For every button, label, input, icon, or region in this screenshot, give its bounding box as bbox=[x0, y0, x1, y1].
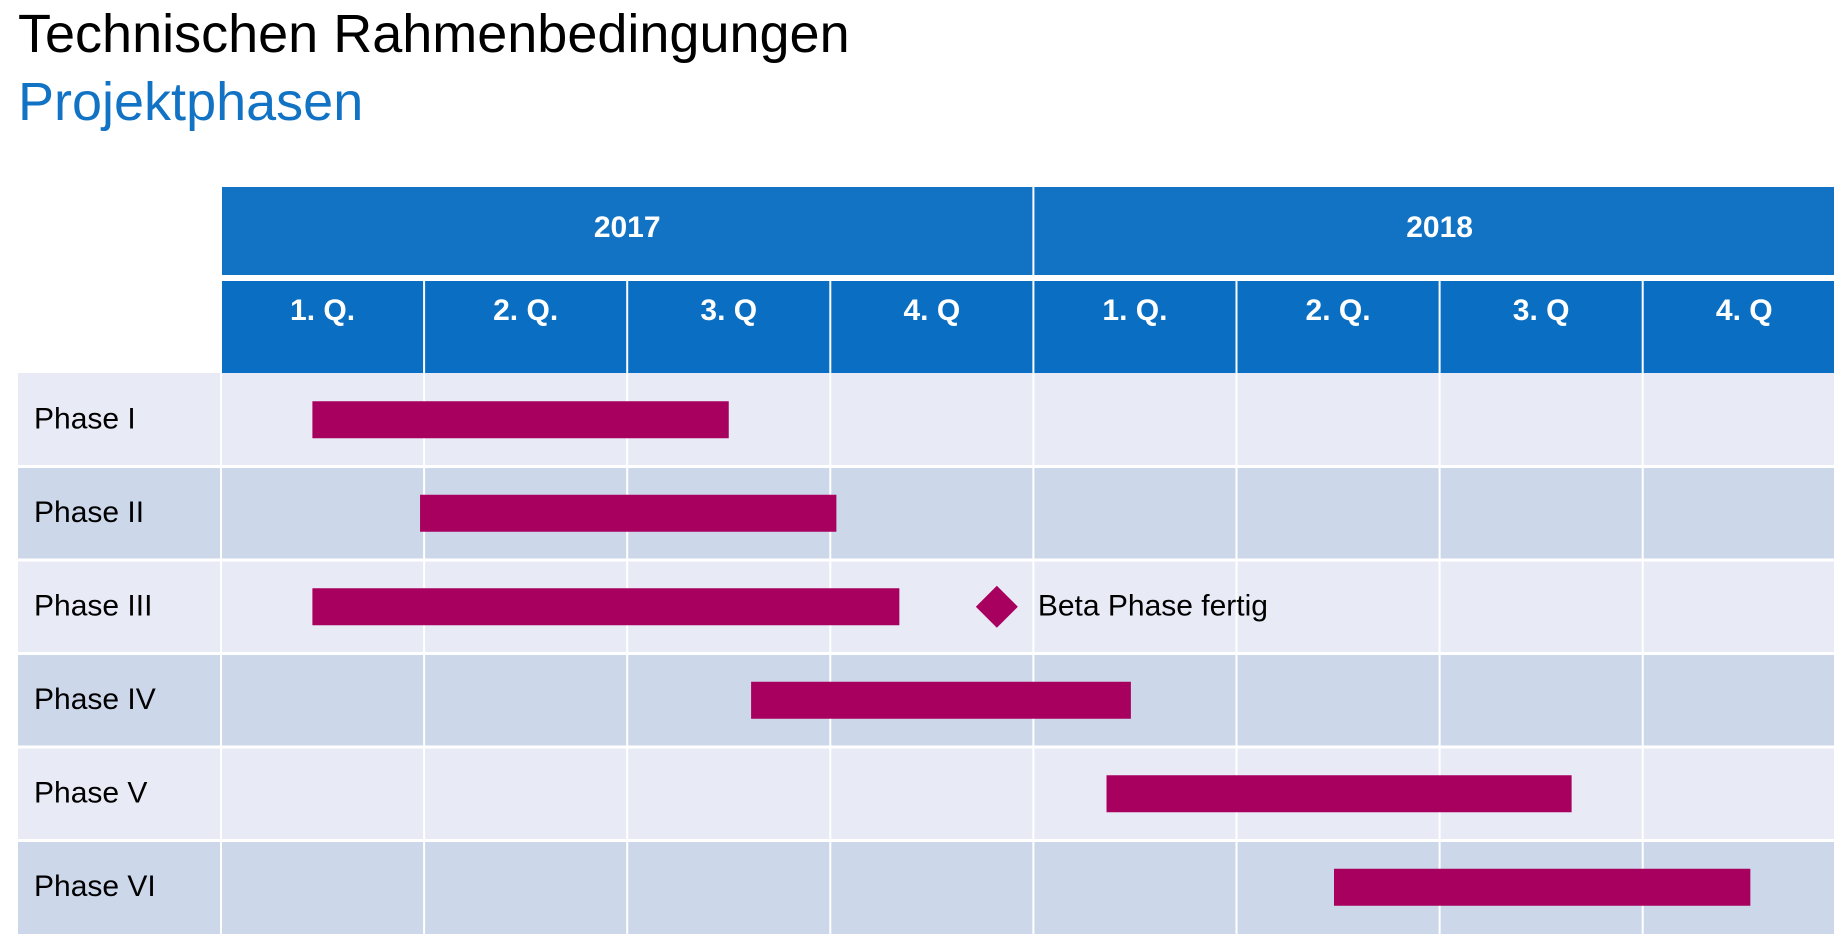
milestone-diamond bbox=[975, 585, 1018, 628]
year-header-cell bbox=[221, 187, 1034, 275]
quarter-label: 3. Q bbox=[1513, 294, 1570, 327]
quarter-label: 3. Q bbox=[700, 294, 757, 327]
page-subtitle: Projektphasen bbox=[18, 72, 364, 132]
quarter-header-cell bbox=[1236, 281, 1440, 373]
row-background bbox=[18, 466, 1834, 560]
year-label: 2017 bbox=[594, 211, 661, 244]
page-title: Technischen Rahmenbedingungen bbox=[18, 4, 850, 64]
row-label: Phase V bbox=[34, 777, 147, 810]
row-label: Phase II bbox=[34, 496, 144, 529]
row-label: Phase IV bbox=[34, 683, 156, 716]
row-label: Phase III bbox=[34, 590, 152, 623]
quarter-label: 2. Q. bbox=[1306, 294, 1371, 327]
row-background bbox=[18, 373, 1834, 467]
task-bar bbox=[1333, 868, 1751, 906]
quarter-header-cell bbox=[830, 281, 1034, 373]
quarter-label: 1. Q. bbox=[290, 294, 355, 327]
quarter-label: 4. Q bbox=[1716, 294, 1773, 327]
quarter-header-cell bbox=[1642, 281, 1834, 373]
quarter-label: 4. Q bbox=[903, 294, 960, 327]
quarter-header-cell bbox=[627, 281, 831, 373]
quarter-header-cell bbox=[424, 281, 628, 373]
year-header-cell bbox=[1033, 187, 1834, 275]
task-bar bbox=[420, 494, 837, 532]
quarter-label: 1. Q. bbox=[1102, 294, 1167, 327]
milestone-label: Beta Phase fertig bbox=[1038, 590, 1268, 623]
quarter-header-cell bbox=[1033, 281, 1237, 373]
quarter-header-cell bbox=[221, 281, 425, 373]
year-label: 2018 bbox=[1406, 211, 1473, 244]
task-bar bbox=[751, 681, 1131, 719]
row-label: Phase I bbox=[34, 403, 136, 436]
quarter-header-cell bbox=[1439, 281, 1643, 373]
task-bar bbox=[312, 588, 900, 626]
row-background bbox=[18, 560, 1834, 654]
task-bar bbox=[1106, 775, 1572, 813]
task-bar bbox=[312, 401, 729, 439]
row-label: Phase VI bbox=[34, 870, 156, 903]
quarter-label: 2. Q. bbox=[493, 294, 558, 327]
